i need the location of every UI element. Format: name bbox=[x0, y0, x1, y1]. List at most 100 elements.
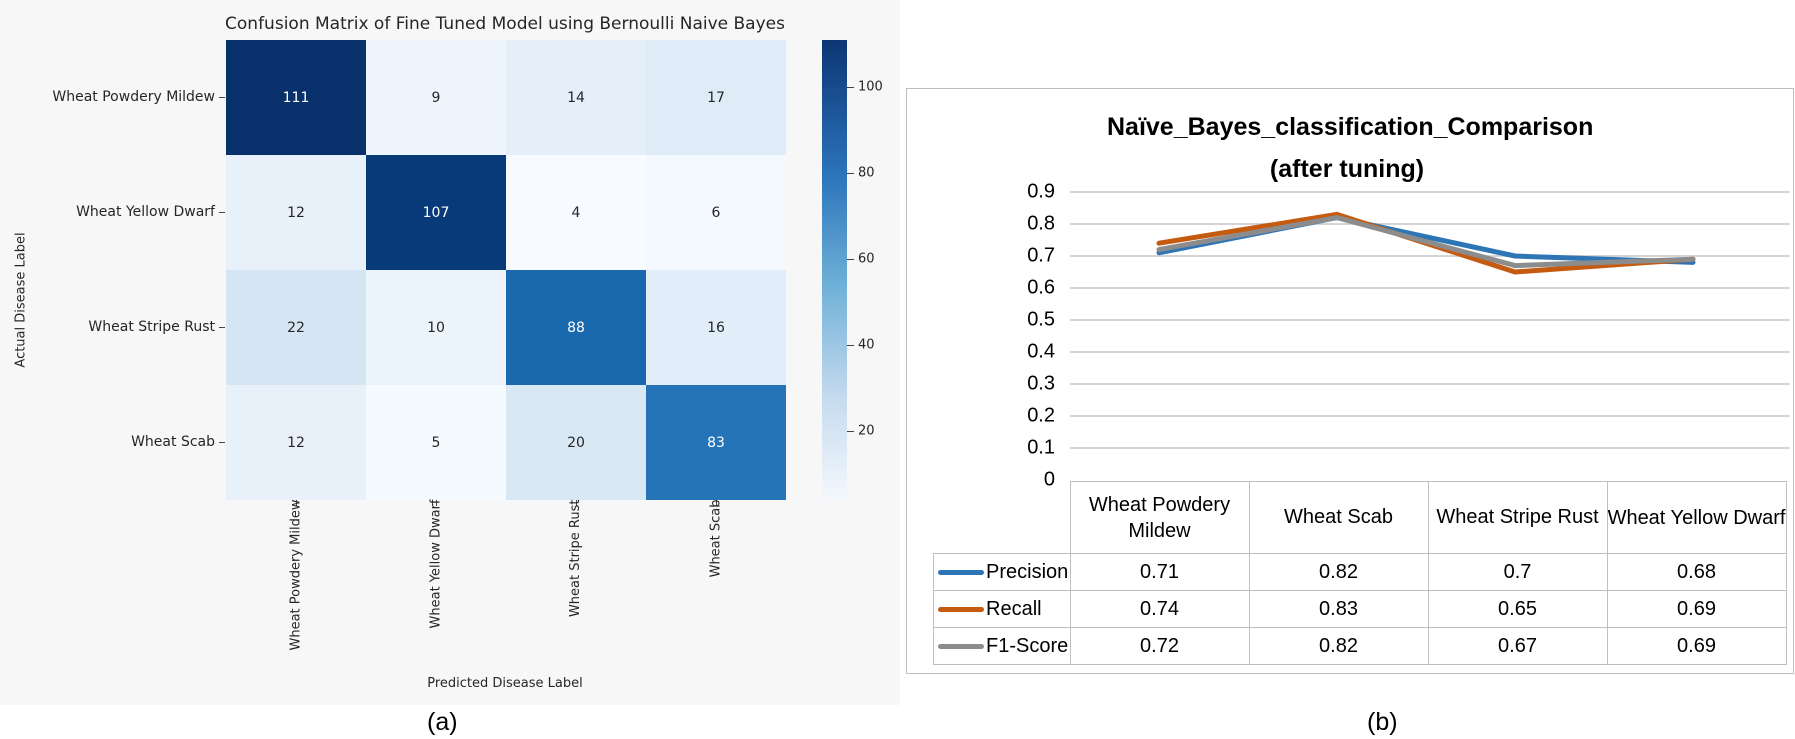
cm-row-label: Wheat Scab bbox=[131, 434, 215, 450]
data-table-header: Wheat Stripe Rust bbox=[1427, 481, 1608, 554]
colorbar-tick bbox=[847, 259, 854, 261]
cm-x-axis-title: Predicted Disease Label bbox=[427, 676, 583, 691]
caption-b: (b) bbox=[1367, 708, 1398, 736]
y-tick-label: 0.3 bbox=[1027, 372, 1055, 395]
gridline bbox=[1070, 255, 1790, 257]
colorbar-label: 60 bbox=[858, 251, 875, 267]
cm-col-label: Wheat Scab bbox=[708, 499, 724, 578]
y-tick-label: 0.5 bbox=[1027, 308, 1055, 331]
data-table-header-row: Wheat Powdery Mildew Wheat Scab Wheat St… bbox=[933, 481, 1787, 554]
legend-precision: Precision bbox=[933, 553, 1071, 591]
gridline bbox=[1070, 191, 1790, 193]
legend-recall: Recall bbox=[933, 590, 1071, 628]
colorbar-label: 80 bbox=[858, 165, 875, 181]
gridline bbox=[1070, 287, 1790, 289]
confusion-matrix-title: Confusion Matrix of Fine Tuned Model usi… bbox=[225, 14, 785, 34]
table-cell: 0.65 bbox=[1427, 590, 1608, 628]
cm-y-tick bbox=[219, 97, 225, 98]
cm-x-tick bbox=[436, 500, 437, 506]
cm-y-tick bbox=[219, 212, 225, 213]
line-chart-subtitle: (after tuning) bbox=[1269, 155, 1425, 183]
y-tick-label: 0.2 bbox=[1027, 404, 1055, 427]
table-cell: 0.83 bbox=[1248, 590, 1429, 628]
y-tick-label: 0.6 bbox=[1027, 276, 1055, 299]
cm-cell: 20 bbox=[506, 385, 646, 500]
y-tick-label: 0.8 bbox=[1027, 212, 1055, 235]
cm-cell: 22 bbox=[226, 270, 366, 385]
colorbar-label: 100 bbox=[858, 79, 883, 95]
table-cell: 0.74 bbox=[1069, 590, 1250, 628]
colorbar bbox=[822, 40, 847, 500]
cm-cell: 4 bbox=[506, 155, 646, 270]
recall-legend-line bbox=[938, 606, 984, 612]
cm-cell: 83 bbox=[646, 385, 786, 500]
y-tick-label: 0.9 bbox=[1027, 180, 1055, 203]
precision-legend-line bbox=[938, 569, 984, 575]
cm-cell: 88 bbox=[506, 270, 646, 385]
colorbar-tick bbox=[847, 173, 854, 175]
y-tick-label: 0.7 bbox=[1027, 244, 1055, 267]
colorbar-tick bbox=[847, 87, 854, 89]
cm-cell: 5 bbox=[366, 385, 506, 500]
data-table-header: Wheat Scab bbox=[1248, 481, 1429, 554]
f1-score-line bbox=[1156, 215, 1696, 269]
cm-row-label: Wheat Powdery Mildew bbox=[52, 89, 215, 105]
cm-col-label: Wheat Powdery Mildew bbox=[288, 499, 304, 651]
table-cell: 0.69 bbox=[1606, 590, 1787, 628]
table-cell: 0.69 bbox=[1606, 627, 1787, 665]
data-table-row: F1-Score 0.72 0.82 0.67 0.69 bbox=[933, 627, 1787, 665]
table-cell: 0.82 bbox=[1248, 553, 1429, 591]
cm-cell: 111 bbox=[226, 40, 366, 155]
data-table-header: Wheat Yellow Dwarf bbox=[1606, 481, 1787, 554]
data-table-corner bbox=[933, 481, 1071, 554]
colorbar-tick bbox=[847, 431, 854, 433]
cm-col-label: Wheat Yellow Dwarf bbox=[428, 499, 444, 629]
cm-x-tick bbox=[576, 500, 577, 506]
cm-cell: 17 bbox=[646, 40, 786, 155]
cm-cell: 12 bbox=[226, 155, 366, 270]
legend-label: Recall bbox=[986, 597, 1042, 620]
cm-x-tick bbox=[296, 500, 297, 506]
line-chart-panel: Naïve_Bayes_classification_Comparison (a… bbox=[906, 88, 1794, 674]
legend-f1-score: F1-Score bbox=[933, 627, 1071, 665]
cm-cell: 9 bbox=[366, 40, 506, 155]
cm-cell: 16 bbox=[646, 270, 786, 385]
gridline bbox=[1070, 319, 1790, 321]
table-cell: 0.7 bbox=[1427, 553, 1608, 591]
data-table-row: Precision 0.71 0.82 0.7 0.68 bbox=[933, 553, 1787, 591]
cm-y-tick bbox=[219, 327, 225, 328]
y-tick-label: 0 bbox=[1043, 468, 1055, 491]
cm-cell: 12 bbox=[226, 385, 366, 500]
f1-legend-line bbox=[938, 643, 984, 649]
cm-row-label: Wheat Stripe Rust bbox=[88, 319, 215, 335]
colorbar-label: 40 bbox=[858, 337, 875, 353]
gridline bbox=[1070, 223, 1790, 225]
gridline bbox=[1070, 415, 1790, 417]
table-cell: 0.72 bbox=[1069, 627, 1250, 665]
table-cell: 0.82 bbox=[1248, 627, 1429, 665]
cm-cell: 6 bbox=[646, 155, 786, 270]
cm-y-axis-title: Actual Disease Label bbox=[13, 232, 29, 368]
legend-label: F1-Score bbox=[986, 634, 1069, 657]
y-tick-label: 0.4 bbox=[1027, 340, 1055, 363]
colorbar-label: 20 bbox=[858, 423, 875, 439]
gridline bbox=[1070, 383, 1790, 385]
cm-cell: 107 bbox=[366, 155, 506, 270]
cm-cell: 10 bbox=[366, 270, 506, 385]
line-chart-plot bbox=[1156, 211, 1696, 275]
cm-col-label: Wheat Stripe Rust bbox=[568, 499, 584, 618]
y-tick-label: 0.1 bbox=[1027, 436, 1055, 459]
cm-x-tick bbox=[716, 500, 717, 506]
confusion-matrix-panel: Confusion Matrix of Fine Tuned Model usi… bbox=[0, 0, 900, 705]
gridline bbox=[1070, 447, 1790, 449]
table-cell: 0.68 bbox=[1606, 553, 1787, 591]
table-cell: 0.67 bbox=[1427, 627, 1608, 665]
cm-cell: 14 bbox=[506, 40, 646, 155]
data-table-row: Recall 0.74 0.83 0.65 0.69 bbox=[933, 590, 1787, 628]
table-cell: 0.71 bbox=[1069, 553, 1250, 591]
data-table: Wheat Powdery Mildew Wheat Scab Wheat St… bbox=[933, 481, 1787, 665]
cm-y-tick bbox=[219, 442, 225, 443]
line-chart-title: Naïve_Bayes_classification_Comparison bbox=[1107, 113, 1594, 141]
data-table-header: Wheat Powdery Mildew bbox=[1069, 481, 1250, 554]
cm-row-label: Wheat Yellow Dwarf bbox=[76, 204, 215, 220]
